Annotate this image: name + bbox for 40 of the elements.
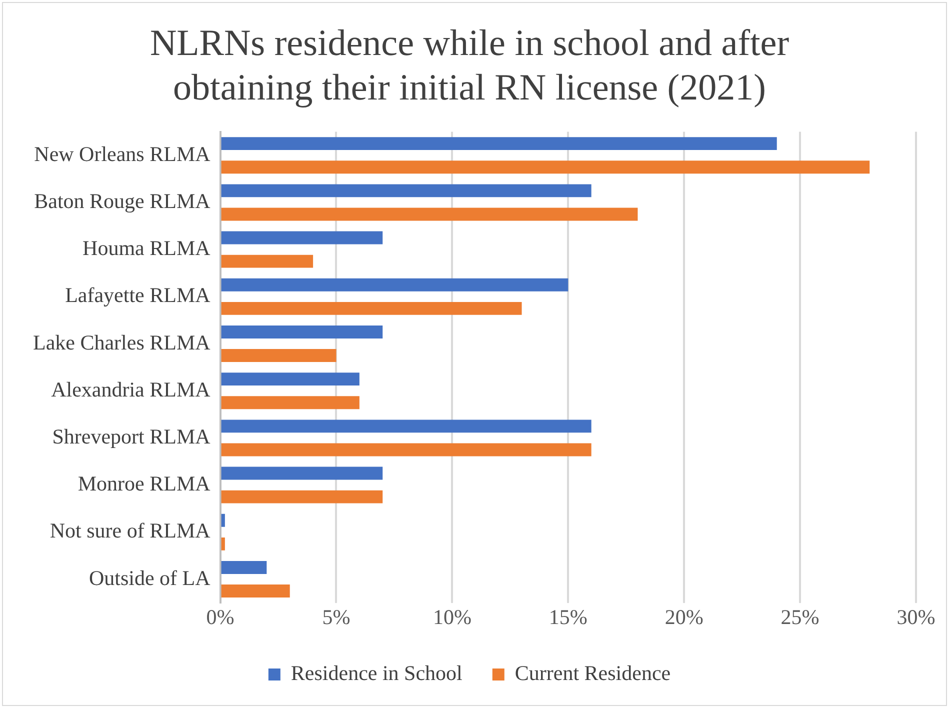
bar bbox=[221, 160, 870, 174]
y-tick-label: Houma RLMA bbox=[82, 236, 212, 260]
y-tick-label: Lafayette RLMA bbox=[65, 283, 212, 308]
x-tick-label: 15% bbox=[548, 604, 588, 629]
x-tick-label: 5% bbox=[322, 604, 350, 629]
bar bbox=[221, 326, 383, 338]
bar bbox=[221, 466, 383, 480]
y-tick-label: Outside of LA bbox=[88, 566, 212, 590]
y-tick-label: Lake Charles RLMA bbox=[32, 330, 212, 354]
bar bbox=[221, 584, 290, 598]
bar bbox=[221, 278, 568, 292]
bar bbox=[221, 372, 360, 386]
x-tick-label: 30% bbox=[896, 604, 936, 629]
bar bbox=[221, 349, 336, 362]
y-tick-label: New Orleans RLMA bbox=[34, 142, 212, 166]
bar bbox=[221, 537, 225, 550]
bar bbox=[221, 184, 592, 198]
bar bbox=[221, 490, 383, 504]
y-tick-label: Shreveport RLMA bbox=[52, 424, 212, 448]
bar bbox=[221, 302, 522, 315]
chart-title: NLRNs residence while in school and after obtaining their initial RN license (2021) bbox=[150, 22, 790, 108]
bar bbox=[221, 254, 314, 268]
bar bbox=[221, 137, 777, 150]
bar bbox=[221, 561, 267, 574]
bar bbox=[221, 514, 225, 527]
bar bbox=[221, 231, 383, 244]
legend-label: Residence in School bbox=[290, 661, 463, 686]
bar bbox=[221, 420, 592, 433]
x-tick-label: 20% bbox=[664, 604, 704, 629]
y-tick-label: Not sure of RLMA bbox=[50, 518, 212, 543]
y-tick-label: Baton Rouge RLMA bbox=[34, 188, 212, 213]
bar bbox=[221, 208, 638, 221]
bar bbox=[221, 396, 360, 410]
legend-label: Current Residence bbox=[514, 661, 671, 686]
x-tick-label: 10% bbox=[432, 604, 472, 629]
y-tick-label: Monroe RLMA bbox=[78, 472, 212, 496]
x-tick-label: 0% bbox=[206, 604, 234, 629]
y-tick-label: Alexandria RLMA bbox=[51, 377, 212, 402]
bar bbox=[221, 443, 592, 456]
x-tick-label: 25% bbox=[780, 604, 820, 629]
